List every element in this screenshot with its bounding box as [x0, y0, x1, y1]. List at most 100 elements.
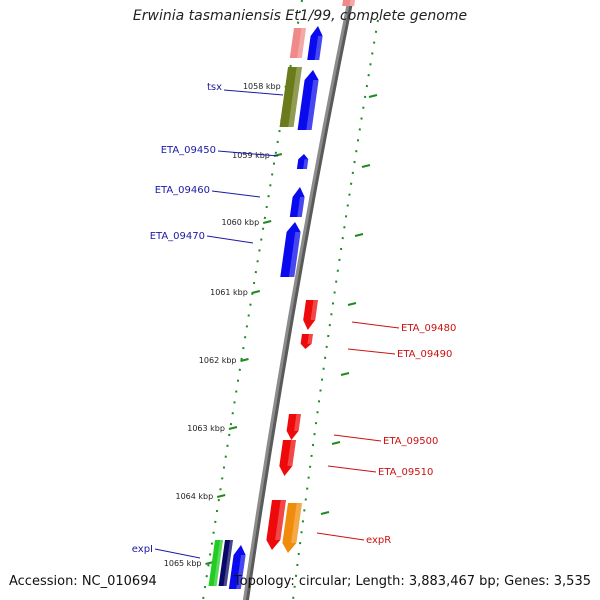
gene-features — [208, 0, 355, 589]
gene-block-pink — [289, 28, 306, 58]
gene-eta-09470-body — [280, 222, 301, 277]
gene-red-1064 — [266, 500, 286, 550]
gene-blue-1058-body — [297, 70, 319, 130]
gene-eta-09510 — [279, 440, 296, 476]
gene-eta-09460 — [289, 187, 305, 217]
gene-red-1064-shade — [275, 500, 286, 540]
gene-label-forward: ETA_09450 — [161, 145, 216, 156]
gene-block-pink-shade — [297, 28, 306, 58]
gene-eta-09480-body — [303, 300, 318, 330]
gene-expr-shade — [291, 503, 302, 543]
gene-eta-09460-shade — [297, 197, 305, 217]
leader-line — [316, 532, 365, 541]
leader-line — [223, 89, 284, 96]
tick-mark — [240, 358, 249, 362]
gene-expi-navy-body — [218, 540, 233, 586]
gene-tsx — [279, 67, 302, 127]
gene-eta-09460-body — [289, 187, 305, 217]
outer-tick-mark — [368, 94, 378, 98]
tick-label: 1063 kbp — [187, 424, 225, 433]
gene-eta-09500 — [286, 414, 301, 440]
gene-tsx-body — [279, 67, 302, 127]
gene-expr — [282, 503, 302, 553]
gene-expi-green — [208, 540, 223, 586]
tick-mark — [262, 220, 272, 224]
gene-expi-green-body — [208, 540, 223, 586]
tick-mark — [228, 426, 238, 430]
leader-line — [347, 348, 396, 355]
genome-summary-text: Topology: circular; Length: 3,883,467 bp… — [233, 574, 591, 589]
gene-eta-09480 — [303, 300, 318, 330]
gene-blue-1058 — [297, 70, 319, 130]
outer-tick-mark — [347, 302, 357, 306]
gene-label-reverse: ETA_09480 — [401, 323, 456, 334]
gene-block-pink-edge — [342, 0, 355, 6]
gene-eta-09470 — [280, 222, 301, 277]
gene-blue-1058-shade — [306, 80, 319, 130]
gene-label-reverse: ETA_09510 — [378, 467, 433, 478]
genome-backbone — [242, 0, 354, 600]
leader-line — [154, 548, 201, 559]
outer-tick-mark — [340, 372, 350, 376]
gene-expr-body — [282, 503, 302, 553]
gene-expi-green-shade — [213, 540, 223, 586]
gene-block-blue-top — [307, 26, 323, 60]
tick-label: 1065 kbp — [164, 559, 202, 568]
gene-eta-09490-shade — [307, 334, 313, 344]
leader-line — [333, 434, 382, 442]
tick-mark — [251, 290, 261, 294]
gene-eta-09490-body — [300, 334, 313, 349]
outer-tick-mark — [320, 511, 330, 515]
leader-line — [351, 321, 400, 329]
tick-label: 1058 kbp — [243, 82, 281, 91]
gene-eta-09510-shade — [287, 440, 296, 466]
gene-eta-09450 — [296, 154, 309, 169]
gene-eta-09500-body — [286, 414, 301, 440]
gene-block-pink-body — [289, 28, 306, 58]
gene-block-blue-top-body — [307, 26, 323, 60]
gene-blue-1065 — [228, 545, 246, 589]
gene-label-forward: expI — [132, 544, 153, 555]
gene-eta-09450-shade — [303, 159, 309, 169]
tick-label: 1061 kbp — [210, 288, 248, 297]
gene-label-reverse: ETA_09500 — [383, 436, 438, 447]
leader-line — [327, 465, 377, 473]
gene-eta-09500-shade — [294, 414, 301, 431]
leader-line — [211, 190, 261, 198]
gene-label-reverse: ETA_09490 — [397, 349, 452, 360]
accession-text: Accession: NC_010694 — [9, 574, 157, 589]
gene-eta-09490 — [300, 334, 313, 349]
backbone-line — [242, 0, 351, 600]
gene-blue-1065-shade — [236, 555, 246, 589]
gene-block-blue-top-shade — [314, 36, 323, 60]
map-title: Erwinia tasmaniensis Et1/99, complete ge… — [132, 8, 468, 24]
gene-label-forward: ETA_09460 — [155, 185, 210, 196]
gene-label-reverse: expR — [366, 535, 391, 546]
gene-expi-navy-shade — [223, 540, 233, 586]
tick-label: 1064 kbp — [175, 492, 213, 501]
gene-label-forward: tsx — [207, 82, 222, 93]
gene-block-pink-edge-shade — [349, 0, 355, 6]
kbp-tick-marks: 1058 kbp 1059 kbp 1060 kbp 1061 kbp 1062 kbp… — [164, 82, 378, 568]
gene-labels: tsx ETA_09450 ETA_09460 ETA_09470 expI ETA_09… — [132, 82, 456, 559]
gene-blue-1065-body — [228, 545, 246, 589]
gene-eta-09450-body — [296, 154, 309, 169]
gene-block-pink-edge-body — [342, 0, 355, 6]
leader-line — [217, 150, 279, 157]
tick-label: 1059 kbp — [232, 151, 270, 160]
tick-label: 1060 kbp — [222, 218, 260, 227]
outer-tick-mark — [361, 164, 371, 168]
outer-tick-mark — [331, 441, 341, 445]
tick-mark — [216, 494, 226, 498]
outer-tick-mark — [354, 233, 364, 237]
gene-label-forward: ETA_09470 — [150, 231, 205, 242]
gene-red-1064-body — [266, 500, 286, 550]
gene-tsx-shade — [288, 67, 302, 127]
gene-expi-navy — [218, 540, 233, 586]
leader-line — [206, 235, 254, 244]
tick-label: 1062 kbp — [199, 356, 237, 365]
backbone-shadow — [243, 0, 354, 600]
gene-eta-09480-shade — [310, 300, 318, 320]
